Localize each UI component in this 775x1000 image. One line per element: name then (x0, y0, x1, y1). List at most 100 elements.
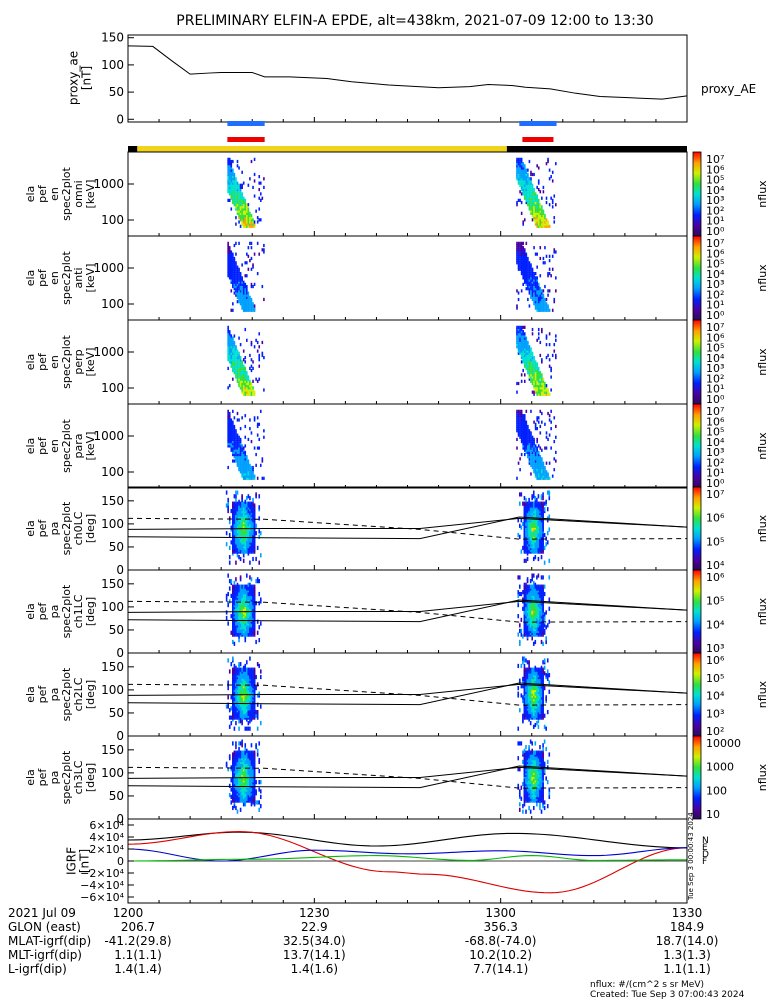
spectrogram-pixel (539, 340, 542, 345)
spectrogram-pixel (236, 295, 239, 299)
spectrogram-pixel (550, 175, 552, 179)
pitch-angle-pixel (518, 623, 521, 628)
spectrogram-pixel (253, 179, 256, 183)
spectrogram-pixel (525, 450, 528, 454)
spectrogram-pixel (516, 203, 518, 207)
spectrogram-pixel (534, 452, 537, 457)
spectrogram-pixel (539, 220, 542, 224)
spectrogram-pixel (544, 297, 546, 302)
spectrogram-pixel (527, 284, 529, 289)
spectrogram-pixel (247, 213, 250, 218)
pitch-angle-pixel (548, 496, 551, 501)
spectrogram-2-colorbar (692, 319, 702, 405)
spectrogram-pixel (244, 205, 247, 209)
spectrogram-pixel (519, 468, 521, 472)
spectrogram-pixel (250, 241, 253, 245)
spectrogram-pixel (235, 293, 237, 297)
pitch-angle-pixel (258, 691, 261, 696)
spectrogram-pixel (252, 390, 254, 394)
spectrogram-pixel (239, 364, 242, 368)
spectrogram-pixel (233, 185, 236, 190)
spectrogram-pixel (263, 429, 265, 433)
spectrogram-pixel (228, 162, 231, 166)
spectrogram-pixel (551, 205, 554, 209)
spectrogram-pixel (541, 207, 543, 211)
spectrogram-pixel (534, 276, 537, 280)
spectrogram-pixel (235, 459, 237, 463)
spectrogram-pixel (520, 416, 523, 420)
spectrogram-frame (127, 151, 688, 237)
spectrogram-pixel (523, 269, 526, 274)
spectrogram-pixel (228, 172, 231, 177)
spectrogram-pixel (534, 271, 537, 276)
spectrogram-pixel (530, 172, 532, 177)
spectrogram-pixel (536, 418, 538, 422)
pitch-angle-pixel (225, 704, 228, 709)
spectrogram-pixel (522, 420, 525, 424)
spectrogram-pixel (523, 427, 526, 431)
spectrogram-pixel (516, 254, 518, 258)
spectrogram-pixel (517, 177, 520, 181)
spectrogram-pixel (528, 177, 531, 181)
pitch-angle-pixel (250, 501, 253, 506)
spectrogram-pixel (233, 284, 236, 289)
spectrogram-pixel (527, 203, 529, 207)
spectrogram-pixel (548, 392, 551, 396)
spectrogram-pixel (230, 444, 233, 448)
spectrogram-pixel (249, 304, 251, 308)
spectrogram-pixel (536, 472, 538, 476)
spectrogram-pixel (238, 287, 240, 291)
pitch-angle-ylabel-line: pef (36, 602, 49, 621)
spectrogram-pixel (537, 472, 540, 476)
spectrogram-pixel (534, 252, 537, 256)
spectrogram-pixel (536, 468, 538, 472)
spectrogram-pixel (235, 457, 237, 461)
spectrogram-pixel (241, 263, 243, 267)
spectrogram-pixel (542, 465, 545, 470)
spectrogram-pixel (537, 371, 540, 375)
spectrogram-pixel (253, 416, 256, 420)
spectrogram-pixel (519, 411, 521, 416)
spectrogram-pixel (527, 371, 529, 375)
spectrogram-pixel (244, 461, 247, 465)
pitch-angle-pixel (534, 639, 537, 645)
spectrogram-pixel (539, 431, 542, 435)
spectrogram-pixel (531, 442, 534, 446)
spectrogram-pixel (239, 468, 242, 472)
spectrogram-pixel (533, 200, 535, 205)
spectrogram-pixel (534, 211, 537, 215)
spectrogram-pixel (523, 420, 526, 424)
spectrogram-2-colorbar-tick-label: 10⁴ (706, 352, 725, 365)
spectrogram-pixel (534, 450, 537, 454)
spectrogram-pixel (530, 291, 532, 295)
spectrogram-pixel (534, 444, 537, 448)
spectrogram-pixel (531, 368, 534, 373)
spectrogram-pixel (522, 446, 525, 450)
spectrogram-pixel (247, 463, 250, 467)
pitch-angle-pixel (532, 490, 535, 495)
spectrogram-pixel (537, 308, 540, 312)
spectrogram-pixel (228, 358, 231, 362)
spectrogram-pixel (542, 461, 545, 465)
spectrogram-pixel (544, 386, 546, 390)
pitch-angle-pixel (534, 501, 537, 506)
pitch-angle-pixel (258, 505, 261, 510)
spectrogram-pixel (533, 442, 535, 446)
spectrogram-pixel (235, 358, 237, 362)
spectrogram-pixel (536, 252, 538, 256)
spectrogram-pixel (527, 442, 529, 446)
spectrogram-pixel (241, 216, 243, 220)
pitch-angle-pixel (523, 496, 526, 501)
spectrogram-pixel (238, 442, 240, 446)
spectrogram-pixel (236, 411, 239, 416)
spectrogram-pixel (228, 170, 231, 174)
spectrogram-pixel (528, 190, 531, 194)
spectrogram-pixel (238, 207, 240, 211)
spectrogram-pixel (519, 325, 521, 329)
pitch-angle-pixel (225, 490, 228, 495)
pitch-angle-pixel (518, 492, 521, 497)
spectrogram-pixel (542, 381, 545, 386)
pitch-angle-pixel (522, 590, 524, 595)
spectrogram-pixel (239, 274, 242, 278)
spectrogram-pixel (250, 465, 253, 470)
